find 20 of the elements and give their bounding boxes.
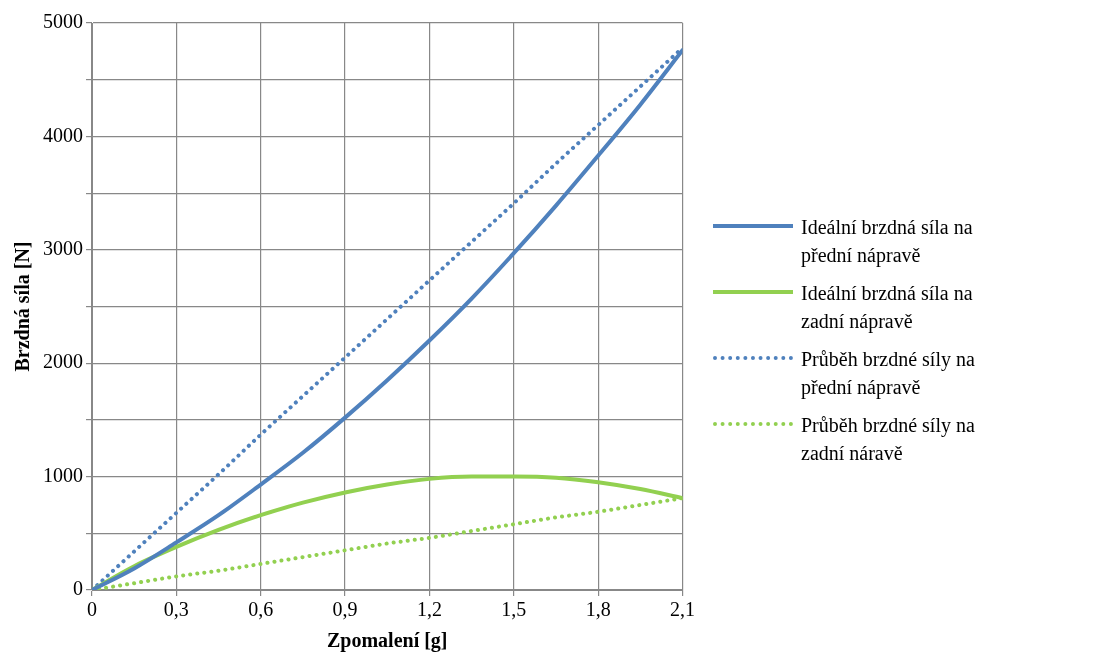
x-tick-label: 0,3 (163, 598, 189, 621)
x-tick-label: 0,9 (332, 598, 358, 621)
x-tick-label: 1,2 (416, 598, 442, 621)
x-tick-label: 0 (87, 598, 97, 621)
x-tick-label: 1,8 (585, 598, 611, 621)
x-tick-label: 0,6 (248, 598, 274, 621)
y-tick-label: 2000 (43, 350, 83, 373)
legend-label: Průběh brzdné síly na přední nápravě (801, 347, 976, 401)
x-tick-label: 2,1 (670, 598, 695, 621)
y-tick-label: 4000 (43, 123, 83, 146)
y-tick-label: 3000 (43, 237, 83, 260)
legend-label: Průběh brzdné síly na zadní náravě (801, 413, 976, 466)
y-tick-label: 1000 (43, 463, 83, 486)
y-tick-label: 0 (73, 577, 83, 600)
x-axis-title: Zpomalení [g] (326, 629, 448, 653)
x-tick-label: 1,5 (501, 598, 527, 621)
y-tick-label: 5000 (43, 10, 83, 33)
y-axis-title: Brzdná síla [N] (11, 241, 34, 372)
legend-label: Ideální brzdná síla na přední nápravě (801, 215, 974, 269)
legend-label: Ideální brzdná síla na zadní nápravě (801, 281, 974, 335)
